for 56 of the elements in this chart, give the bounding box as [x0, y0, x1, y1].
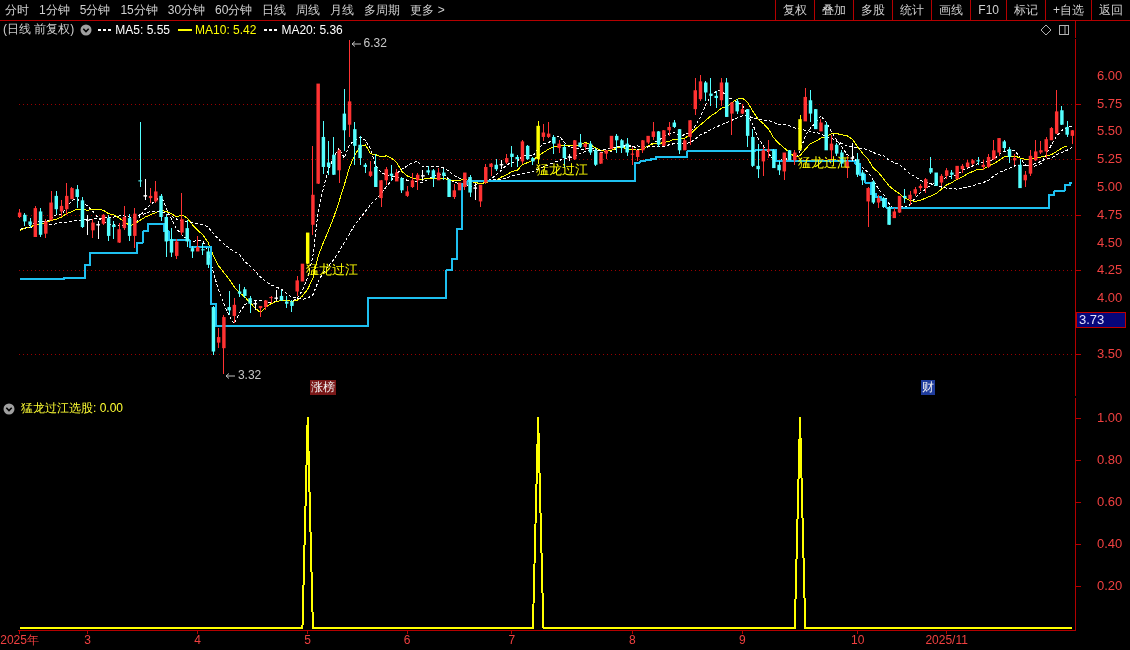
- text: 统计: [892, 0, 932, 20]
- y-tick-label: 5.25: [1097, 151, 1123, 167]
- text: 30分钟: [166, 2, 207, 19]
- x-tick-label: 6: [403, 632, 411, 647]
- legend-label: MA20: 5.36: [281, 22, 343, 37]
- x-tick-label: 5: [304, 632, 312, 647]
- x-tick-label: 4: [194, 632, 202, 647]
- y-tick-label: 0.20: [1097, 577, 1123, 593]
- chart-title: (日线 前复权): [3, 21, 75, 38]
- y-tick-label: 4.25: [1097, 262, 1123, 278]
- chart-title: 猛龙过江选股: 0.00: [21, 400, 124, 417]
- annotation: 财: [921, 380, 936, 395]
- y-tick-label: 1.00: [1097, 409, 1123, 425]
- x-tick-label: 10: [850, 632, 865, 647]
- y-tick-label: 0.80: [1097, 451, 1123, 467]
- x-tick-label: 7: [508, 632, 516, 647]
- y-tick-label: 5.00: [1097, 178, 1123, 194]
- text: 5分钟: [78, 2, 112, 19]
- text: 15分钟: [119, 2, 159, 19]
- x-tick-label: 2025年: [0, 632, 39, 647]
- text: 月线: [329, 2, 356, 19]
- text: F10: [970, 0, 1006, 20]
- text: 更多 >: [409, 2, 446, 19]
- x-tick-label: 8: [629, 632, 637, 647]
- text: 1分钟: [38, 2, 71, 19]
- y-tick-label: 0.40: [1097, 535, 1123, 551]
- annotation: 涨榜: [310, 380, 337, 395]
- text: 日线: [261, 2, 288, 19]
- y-tick-label: 6.00: [1097, 67, 1123, 83]
- text: 画线: [931, 0, 971, 20]
- text: 标记: [1005, 0, 1045, 20]
- y-tick-label: 5.50: [1097, 123, 1123, 139]
- text: 周线: [295, 2, 322, 19]
- text: 60分钟: [214, 2, 254, 19]
- y-tick-label: 4.50: [1097, 234, 1123, 250]
- x-tick-label: 3: [84, 632, 92, 647]
- text: 多股: [853, 0, 893, 20]
- text: 分时: [4, 2, 30, 19]
- y-tick-label: 3.50: [1097, 345, 1123, 361]
- text: 3.73: [1076, 312, 1126, 328]
- y-tick-label: 4.00: [1097, 290, 1123, 306]
- text: +自选: [1044, 0, 1091, 20]
- x-tick-label: 2025/11: [925, 632, 969, 647]
- y-tick-label: 0.60: [1097, 493, 1123, 509]
- annotation: 3.32: [237, 368, 262, 383]
- text: 复权: [775, 0, 815, 20]
- x-tick-label: 9: [739, 632, 747, 647]
- annotation: 猛龙过江: [536, 162, 589, 178]
- y-tick-label: 5.75: [1097, 95, 1123, 111]
- legend-label: MA5: 5.55: [115, 22, 171, 37]
- text: 返回: [1091, 0, 1130, 20]
- y-tick-label: 4.75: [1097, 206, 1123, 222]
- text: 叠加: [814, 0, 854, 20]
- text: 多周期: [363, 2, 402, 19]
- annotation: 6.32: [363, 36, 387, 51]
- legend-label: MA10: 5.42: [195, 22, 257, 37]
